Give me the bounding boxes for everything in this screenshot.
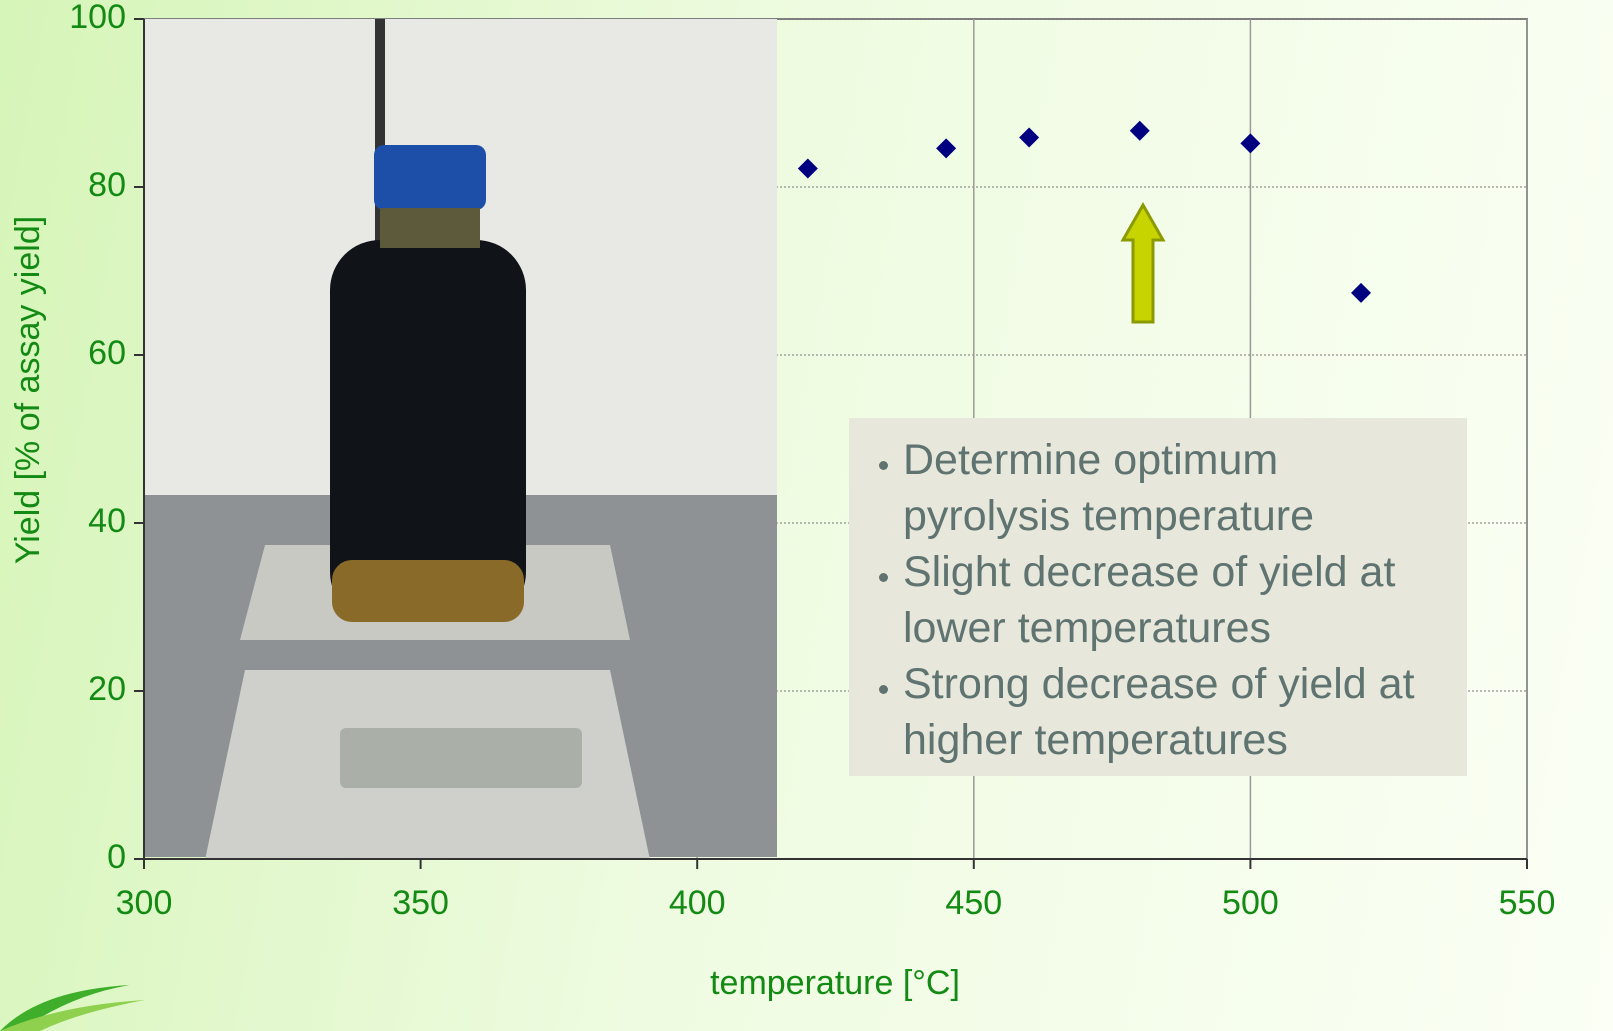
- point: [1351, 283, 1371, 303]
- point: [1240, 133, 1260, 153]
- x-tick-label: 550: [1499, 884, 1556, 922]
- photo: [144, 19, 777, 860]
- y-axis-label: Yield [% of assay yield]: [9, 216, 47, 564]
- bullet: Slight decrease of yield at lower temper…: [903, 544, 1447, 656]
- x-tick-label: 400: [669, 884, 726, 922]
- x-tick-label: 300: [116, 884, 173, 922]
- point: [936, 138, 956, 158]
- y-tick-label: 20: [88, 670, 126, 708]
- annotation-box: Determine optimum pyrolysis temperatureS…: [849, 418, 1467, 776]
- point: [798, 159, 818, 179]
- bullet-list: Determine optimum pyrolysis temperatureS…: [867, 432, 1447, 768]
- y-tick-label: 80: [88, 166, 126, 204]
- arrow: [1123, 205, 1163, 322]
- y-tick-label: 60: [88, 334, 126, 372]
- x-tick-label: 350: [392, 884, 449, 922]
- y-tick-label: 0: [107, 838, 126, 876]
- bullet: Strong decrease of yield at higher tempe…: [903, 656, 1447, 768]
- photo-display: [340, 728, 582, 788]
- y-tick-label: 40: [88, 502, 126, 540]
- bullet: Determine optimum pyrolysis temperature: [903, 432, 1447, 544]
- slide: 0 20 40 60 80 100 300 350 400 450 500 550 temperatu…: [0, 0, 1613, 1031]
- x-axis-label: temperature [°C]: [710, 964, 960, 1002]
- photo-oil: [332, 560, 524, 622]
- y-tick-label: 100: [69, 0, 126, 36]
- point: [1130, 121, 1150, 141]
- x-tick-label: 450: [945, 884, 1002, 922]
- photo-cap: [374, 145, 486, 210]
- point: [1019, 127, 1039, 147]
- photo-neck: [380, 208, 480, 248]
- x-tick-label: 500: [1222, 884, 1279, 922]
